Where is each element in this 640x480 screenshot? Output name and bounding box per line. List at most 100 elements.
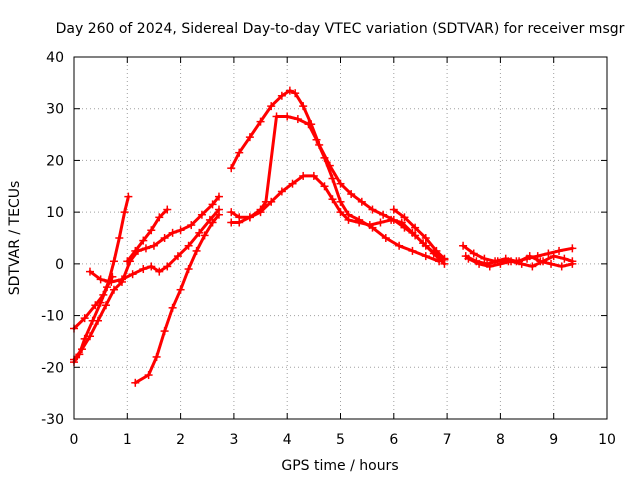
data-point [440, 254, 449, 263]
data-point [560, 254, 569, 263]
data-point [309, 171, 318, 180]
data-point [421, 252, 430, 261]
x-tick-label: 1 [123, 432, 132, 448]
data-point [336, 197, 345, 206]
data-point [245, 213, 254, 222]
data-point [344, 210, 353, 219]
data-point [227, 218, 236, 227]
data-point [160, 327, 169, 336]
data-point [168, 228, 177, 237]
plot-area [70, 86, 577, 387]
data-point [285, 86, 294, 95]
data-point [152, 352, 161, 361]
y-tick-label: 30 [46, 102, 64, 118]
data-point [528, 262, 537, 271]
data-point [320, 153, 329, 162]
data-point [328, 174, 337, 183]
data-point [176, 226, 185, 235]
data-point [168, 303, 177, 312]
data-point [419, 239, 428, 248]
data-point [357, 197, 366, 206]
data-point [291, 89, 300, 98]
data-point [208, 218, 217, 227]
data-point [389, 205, 398, 214]
x-tick-label: 2 [176, 432, 185, 448]
data-point [336, 208, 345, 217]
data-point [187, 221, 196, 230]
data-point [475, 259, 484, 268]
series-arc-2 [72, 195, 221, 361]
data-point [147, 262, 156, 271]
data-point [109, 285, 118, 294]
data-point [387, 215, 396, 224]
data-point [336, 179, 345, 188]
data-point [568, 257, 577, 266]
series-arc-9 [229, 115, 441, 263]
data-point [304, 120, 313, 129]
data-point [235, 148, 244, 157]
y-tick-label: 40 [46, 50, 64, 66]
x-tick-label: 0 [70, 432, 79, 448]
data-point [108, 272, 117, 281]
data-point [411, 223, 420, 232]
data-point [184, 265, 193, 274]
data-point [525, 252, 534, 261]
data-point [123, 257, 132, 266]
data-point [480, 254, 489, 263]
data-point [459, 241, 468, 250]
data-point [277, 187, 286, 196]
data-point [547, 259, 556, 268]
data-point [80, 334, 89, 343]
y-tick-label: -20 [41, 360, 64, 376]
data-point [124, 192, 133, 201]
series-arc-11 [461, 244, 574, 263]
data-point [557, 262, 566, 271]
data-point [128, 270, 137, 279]
data-point [347, 190, 356, 199]
data-point [400, 213, 409, 222]
data-point [208, 200, 217, 209]
data-point [96, 298, 105, 307]
series-arc-1 [72, 195, 130, 330]
data-point [131, 378, 140, 387]
data-point [160, 234, 169, 242]
data-point [408, 246, 417, 255]
data-point [163, 262, 172, 271]
data-point [109, 257, 118, 266]
data-point [139, 265, 148, 274]
data-point [293, 115, 302, 124]
data-point [320, 182, 329, 191]
y-tick-label: 0 [55, 257, 64, 273]
x-tick-label: 9 [549, 432, 558, 448]
data-point [549, 252, 558, 261]
data-point [214, 210, 223, 219]
x-tick-label: 6 [389, 432, 398, 448]
data-point [469, 249, 478, 258]
data-point [173, 252, 182, 261]
x-tick-label: 3 [229, 432, 238, 448]
data-point [256, 205, 265, 214]
data-point [277, 91, 286, 100]
data-point [117, 275, 126, 284]
y-tick-label: 10 [46, 205, 64, 221]
data-point [200, 231, 209, 240]
data-point [214, 192, 223, 201]
data-point [555, 246, 564, 255]
x-axis-label: GPS time / hours [281, 458, 398, 474]
x-tick-label: 10 [598, 432, 616, 448]
data-point [85, 267, 94, 276]
data-point [139, 236, 148, 245]
data-point [120, 208, 129, 217]
data-point [355, 215, 364, 224]
x-tick-label: 5 [336, 432, 345, 448]
series-arc-6 [133, 213, 221, 385]
data-point [435, 257, 444, 266]
series-arc-10 [392, 208, 446, 261]
data-point [496, 259, 505, 268]
x-axis-ticks: 0 1 2 3 4 5 6 7 8 9 10 [70, 57, 616, 448]
chart-title: Day 260 of 2024, Sidereal Day-to-day VTE… [56, 21, 625, 37]
data-point [539, 257, 548, 266]
y-tick-label: 20 [46, 153, 64, 169]
data-point [197, 210, 206, 219]
